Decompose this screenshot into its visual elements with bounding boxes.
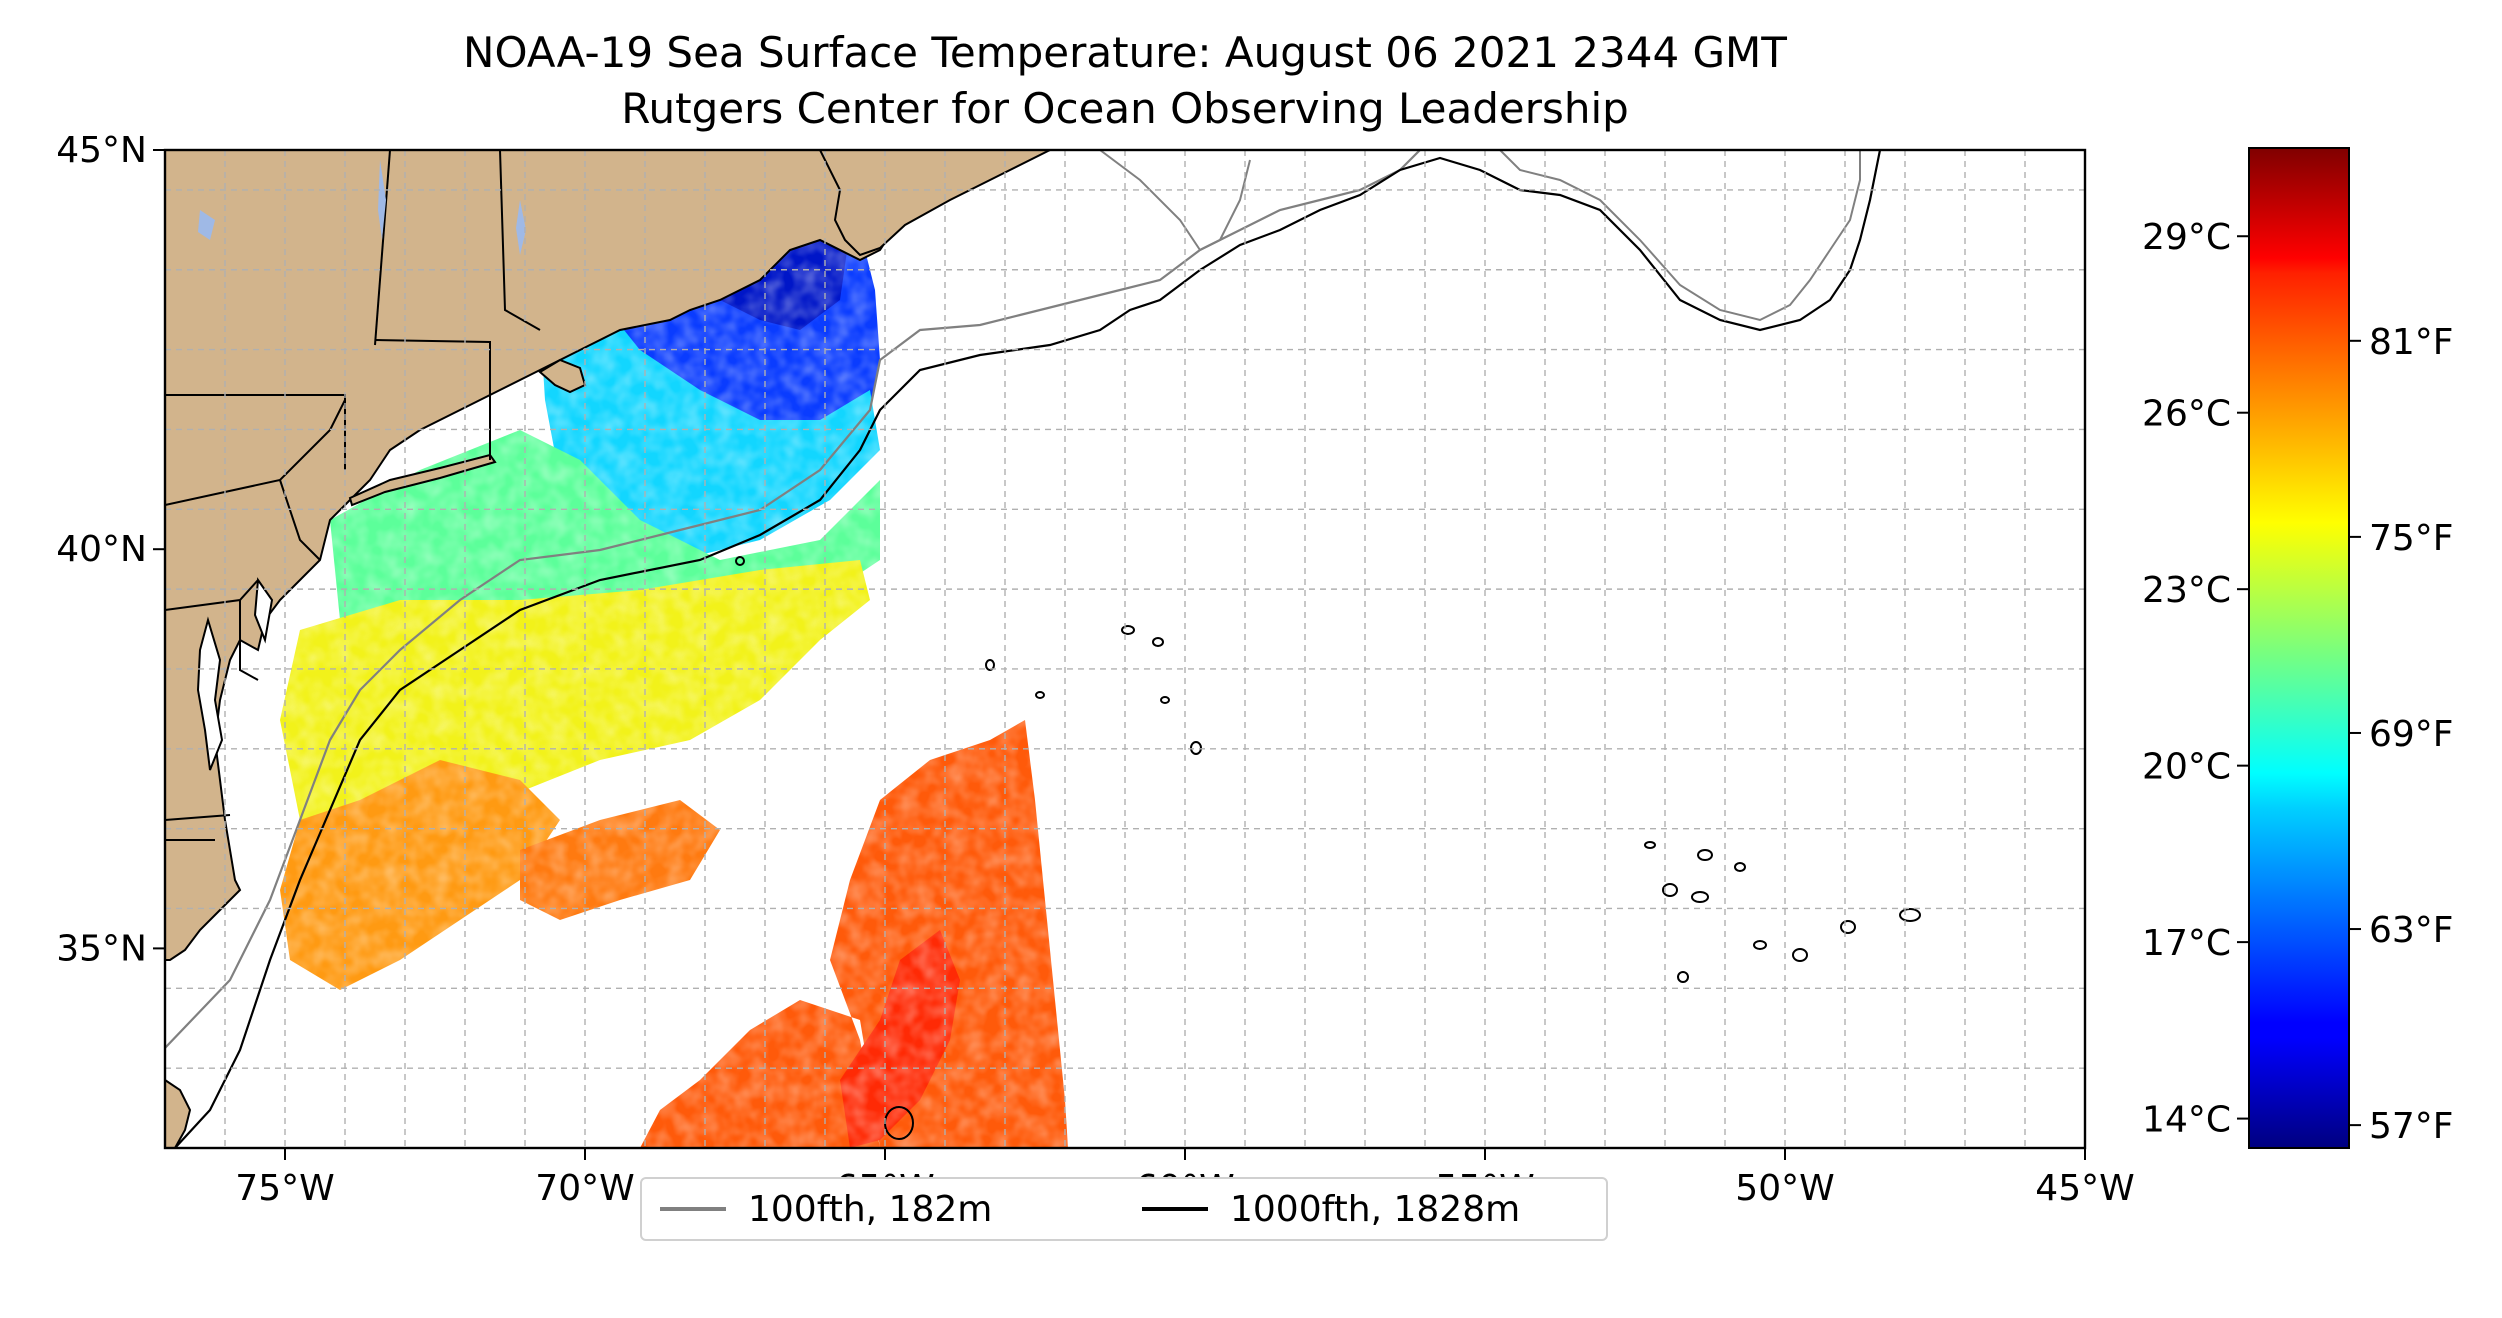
- legend: 100fth, 182m 1000fth, 1828m: [640, 1177, 1608, 1241]
- lon-tick-label: 70°W: [535, 1168, 634, 1209]
- land-south: [165, 1078, 192, 1148]
- lat-tick-label: 45°N: [56, 130, 147, 171]
- fahrenheit-tick-label: 63°F: [2369, 910, 2454, 951]
- seamounts: [735, 556, 1921, 1140]
- colorbar-fahrenheit-ticks: 81°F 75°F 69°F 63°F 57°F: [2349, 322, 2454, 1147]
- celsius-tick-label: 23°C: [2142, 570, 2231, 611]
- legend-swatch-100fth: [660, 1207, 726, 1211]
- legend-item: 100fth, 182m: [660, 1179, 992, 1239]
- lat-tick-label: 35°N: [56, 928, 147, 969]
- celsius-tick-label: 17°C: [2142, 923, 2231, 964]
- long-island: [348, 453, 497, 507]
- colorbar-gradient: [2248, 147, 2350, 1149]
- map-frame: [163, 148, 2087, 1150]
- lat-tick-label: 40°N: [56, 529, 147, 570]
- chart-title: NOAA-19 Sea Surface Temperature: August …: [463, 28, 1787, 77]
- lon-tick-label: 75°W: [235, 1168, 334, 1209]
- isobath-1000fth: [174, 150, 1882, 1148]
- chart-subtitle: Rutgers Center for Ocean Observing Leade…: [621, 84, 1629, 133]
- legend-item: 1000fth, 1828m: [1142, 1179, 1520, 1239]
- delaware-bay: [253, 577, 274, 644]
- isobath-100fth-grand-banks: [1499, 150, 1861, 322]
- lon-tick-label: 45°W: [2035, 1168, 2134, 1209]
- fahrenheit-tick-label: 69°F: [2369, 714, 2454, 755]
- nova-scotia: [818, 150, 1051, 257]
- celsius-tick-label: 20°C: [2142, 747, 2231, 788]
- colorbar-celsius-ticks: 29°C 26°C 23°C 20°C 17°C 14°C: [2142, 217, 2249, 1141]
- lat-tick-labels: 45°N 40°N 35°N: [56, 130, 165, 969]
- legend-label: 1000fth, 1828m: [1230, 1188, 1521, 1230]
- legend-swatch-1000fth: [1142, 1207, 1208, 1211]
- celsius-tick-label: 29°C: [2142, 217, 2231, 258]
- colorbar: 29°C 26°C 23°C 20°C 17°C 14°C 81°F 75°F 69°F 63°…: [2142, 147, 2454, 1149]
- lon-tick-label: 50°W: [1735, 1168, 1834, 1209]
- celsius-tick-label: 14°C: [2142, 1100, 2231, 1141]
- fahrenheit-tick-label: 57°F: [2369, 1106, 2454, 1147]
- bank-outline: [1099, 150, 1251, 252]
- legend-label: 100fth, 182m: [748, 1188, 993, 1230]
- lakes: [198, 160, 526, 255]
- land-mass: [165, 150, 1051, 961]
- chesapeake-bay: [196, 616, 224, 771]
- fahrenheit-tick-label: 75°F: [2369, 518, 2454, 559]
- fahrenheit-tick-label: 81°F: [2369, 322, 2454, 363]
- celsius-tick-label: 26°C: [2142, 394, 2231, 435]
